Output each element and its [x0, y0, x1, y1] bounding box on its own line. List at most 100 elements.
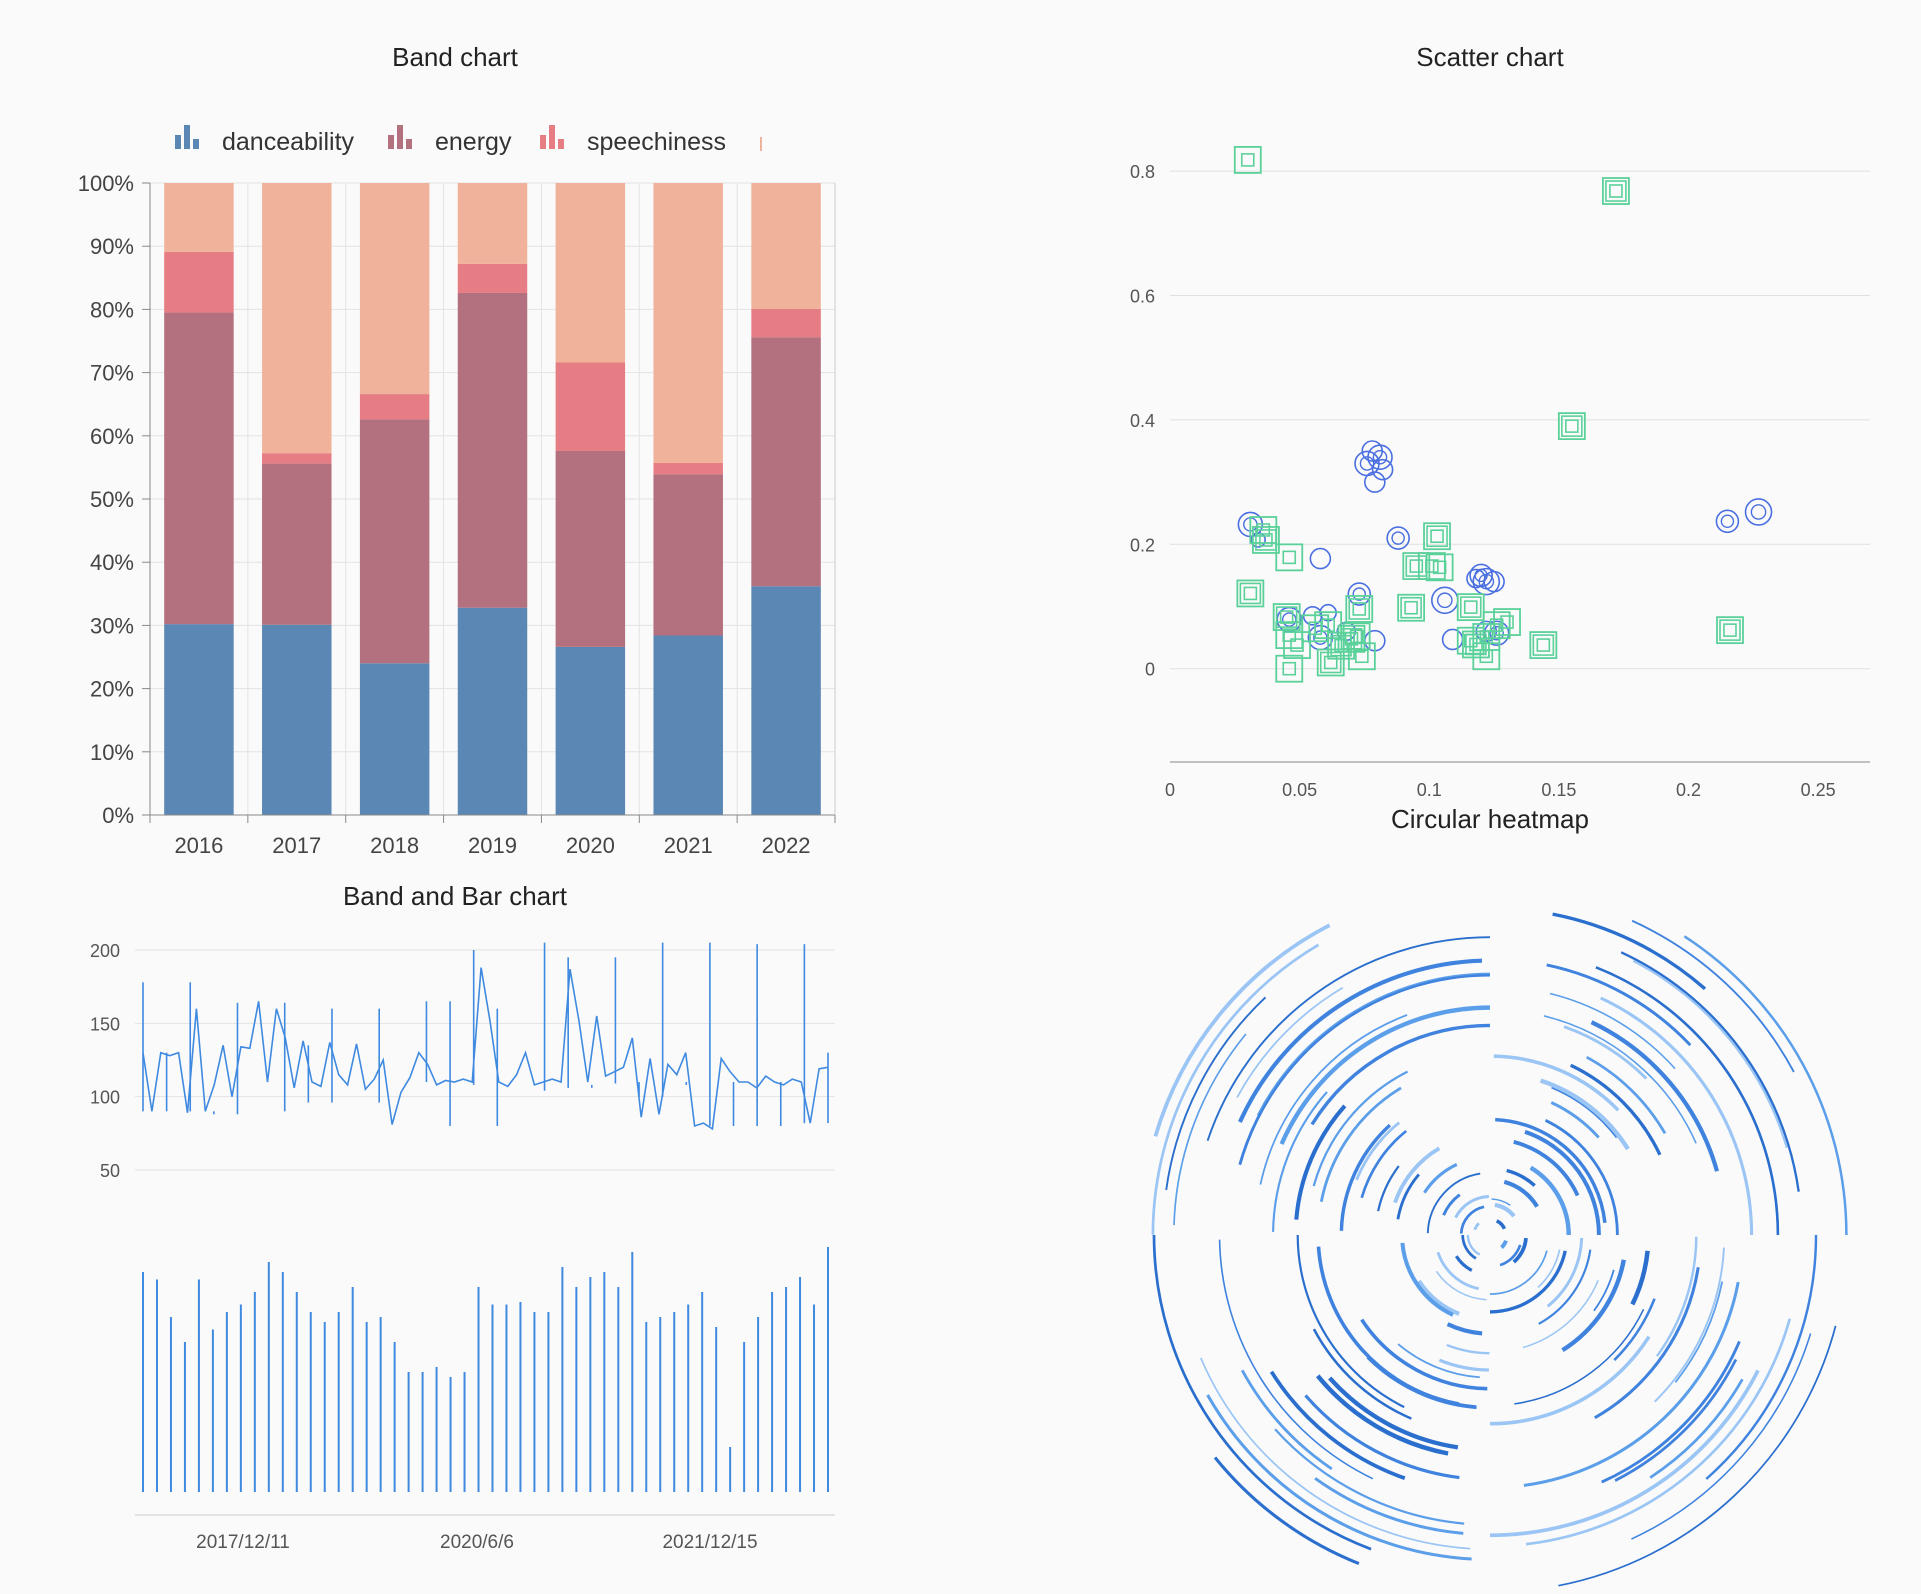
- scatter-point-square: [1240, 153, 1255, 167]
- heatmap-arc: [1613, 1298, 1656, 1362]
- heatmap-arc: [1446, 1322, 1483, 1336]
- heatmap-arc: [1489, 1250, 1567, 1314]
- bb-y-tick-label: 150: [90, 1014, 120, 1034]
- scatter-y-tick-label: 0.8: [1130, 162, 1155, 182]
- scatter-point-circle: [1744, 498, 1773, 526]
- scatter-point-square: [1252, 526, 1280, 554]
- band-x-tick-label: 2019: [468, 833, 517, 858]
- scatter-point-square: [1349, 629, 1364, 644]
- scatter-point-square: [1462, 630, 1490, 659]
- heatmap-arc: [1310, 1023, 1491, 1126]
- heatmap-arc: [1489, 1335, 1651, 1426]
- heatmap-arc: [1200, 1357, 1471, 1550]
- heatmap-arc: [1503, 1179, 1539, 1208]
- heatmap-arc: [1459, 1205, 1485, 1234]
- heatmap-arc: [1593, 1269, 1615, 1312]
- scatter-point-square: [1529, 631, 1558, 659]
- heatmap-arc: [1165, 996, 1267, 1191]
- scatter-point-square: [1609, 184, 1623, 198]
- scatter-point-square: [1279, 610, 1294, 624]
- band-bar-segment: [262, 183, 332, 454]
- heatmap-arc: [1213, 1456, 1360, 1566]
- scatter-point-circle: [1372, 449, 1388, 465]
- scatter-point-square: [1465, 633, 1487, 656]
- heatmap-arc: [1552, 912, 1707, 991]
- heatmap-arc: [1558, 1325, 1837, 1587]
- scatter-y-tick-label: 0.2: [1130, 535, 1155, 555]
- heatmap-arc: [1525, 1318, 1792, 1546]
- scatter-point-square: [1397, 593, 1426, 622]
- heatmap-arc: [1523, 1281, 1740, 1487]
- scatter-point-square: [1282, 661, 1297, 676]
- scatter-point-square: [1233, 146, 1262, 174]
- legend-item-energy: energy: [388, 125, 512, 156]
- scatter-point-square: [1405, 555, 1428, 577]
- scatter-point-square: [1355, 649, 1369, 664]
- scatter-point-square: [1236, 579, 1265, 608]
- scatter-point-square: [1479, 649, 1494, 664]
- bb-y-tick-label: 200: [90, 941, 120, 961]
- legend-item-series-4: [760, 137, 762, 151]
- heatmap-arc: [1595, 966, 1780, 1236]
- scatter-point-circle: [1483, 570, 1505, 593]
- band-bar-segment: [653, 635, 723, 815]
- heatmap-arc: [1339, 1123, 1392, 1231]
- scatter-point-square: [1283, 631, 1311, 659]
- heatmap-arc: [1655, 1236, 1698, 1357]
- scatter-point-square: [1425, 553, 1454, 582]
- legend-bar-icon: [193, 139, 199, 149]
- band-bar-segment: [751, 337, 821, 587]
- heatmap-arc: [1514, 1308, 1645, 1405]
- heatmap-arc: [1153, 923, 1331, 1137]
- scatter-point-circle: [1359, 456, 1375, 471]
- band-bar-segment: [653, 183, 723, 463]
- heatmap-arc: [1512, 1237, 1528, 1264]
- heatmap-arc: [1426, 1172, 1481, 1234]
- bb-y-tick-label: 100: [90, 1088, 120, 1108]
- scatter-point-square: [1275, 606, 1298, 628]
- scatter-point-circle: [1386, 526, 1410, 550]
- band-bar-segment: [653, 462, 723, 475]
- scatter-point-circle: [1367, 444, 1393, 471]
- legend-bar-icon: [760, 137, 762, 151]
- scatter-point-square: [1404, 600, 1418, 615]
- band-y-tick-label: 10%: [90, 740, 134, 765]
- scatter-point-square: [1342, 622, 1371, 651]
- heatmap-arc: [1438, 1358, 1489, 1372]
- heatmap-arc: [1274, 1428, 1465, 1525]
- scatter-point-square: [1239, 582, 1262, 605]
- heatmap-arc: [1400, 1242, 1454, 1317]
- heatmap-arc: [1218, 1239, 1374, 1480]
- scatter-point-square: [1500, 615, 1514, 629]
- heatmap-arc: [1319, 1086, 1402, 1202]
- band-chart-axes: 0% 10% 20% 30% 40% 50% 60% 70% 80% 90% 100% 2016 201…: [78, 171, 836, 858]
- scatter-point-square: [1321, 618, 1335, 632]
- band-bar-segment: [751, 586, 821, 815]
- band-y-tick-label: 20%: [90, 677, 134, 702]
- band-chart-legend[interactable]: danceability energy speechiness: [175, 125, 762, 156]
- legend-label: speechiness: [587, 128, 726, 156]
- band-x-tick-label: 2020: [566, 833, 615, 858]
- scatter-point-circle: [1436, 592, 1453, 609]
- heatmap-arc: [1489, 1250, 1548, 1295]
- heatmap-arc: [1152, 1234, 1372, 1551]
- heatmap-arc: [1543, 1015, 1697, 1144]
- scatter-x-tick-label: 0.15: [1541, 780, 1576, 800]
- bb-y-tick-label: 50: [100, 1161, 120, 1181]
- scatter-point-circle: [1750, 504, 1767, 520]
- band-y-tick-label: 0%: [102, 803, 134, 828]
- scatter-point-square: [1275, 543, 1304, 572]
- scatter-point-circle: [1281, 612, 1297, 627]
- band-y-tick-label: 50%: [90, 487, 134, 512]
- scatter-chart-axes: 0 0.2 0.4 0.6 0.8 0 0.05 0.1 0.15 0.2 0.25: [1130, 162, 1870, 800]
- scatter-point-square: [1565, 419, 1579, 433]
- band-bar-segment: [457, 607, 528, 815]
- heatmap-arc: [1590, 1020, 1720, 1172]
- scatter-y-tick-label: 0.6: [1130, 287, 1155, 307]
- bb-x-tick-label: 2017/12/11: [196, 1532, 290, 1553]
- heatmap-arc: [1328, 1376, 1459, 1450]
- heatmap-arc: [1206, 936, 1491, 1142]
- heatmap-arc: [1601, 1340, 1741, 1484]
- scatter-point-square: [1463, 600, 1478, 614]
- legend-bar-icon: [540, 135, 546, 149]
